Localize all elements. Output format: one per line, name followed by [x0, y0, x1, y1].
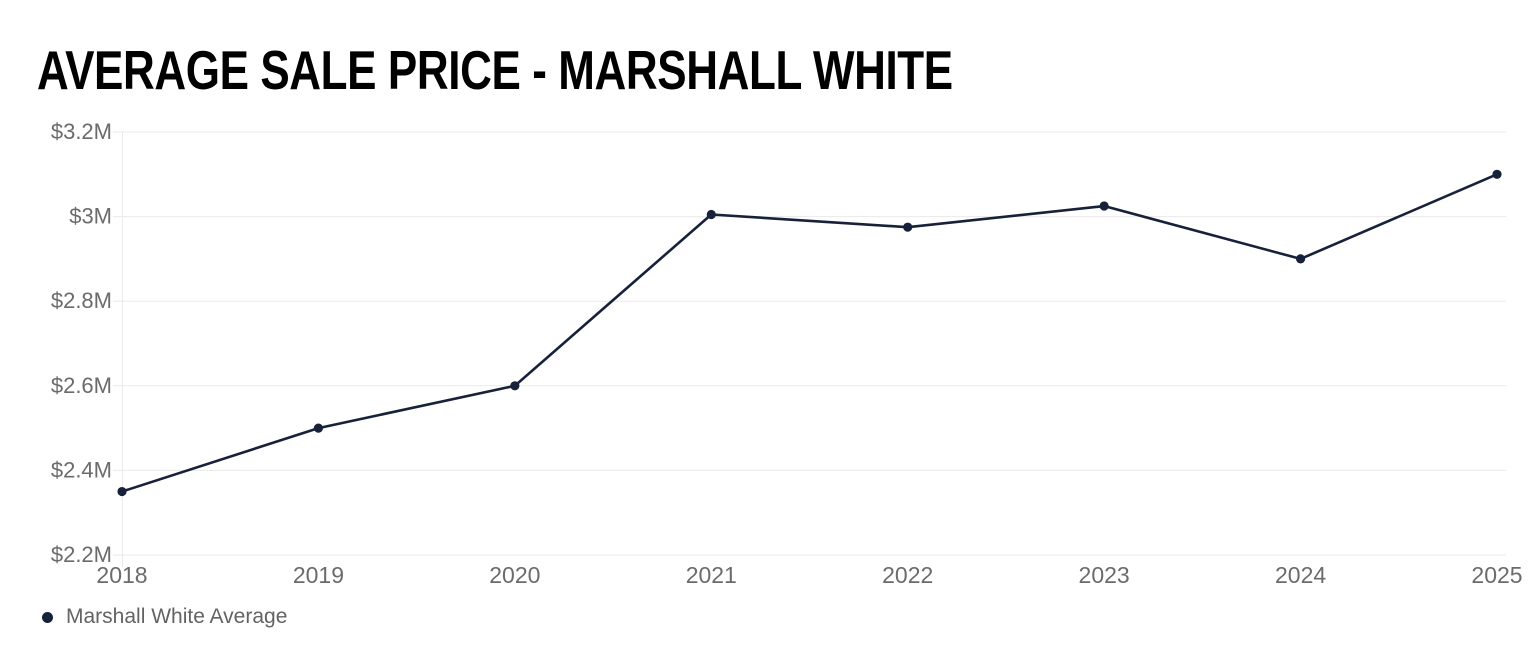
data-point — [706, 209, 716, 220]
x-axis-tick-label: 2022 — [882, 562, 933, 588]
legend-label: Marshall White Average — [66, 605, 288, 628]
x-axis-tick-label: 2020 — [489, 562, 540, 588]
legend: Marshall White Average — [42, 604, 287, 630]
x-axis-tick-label: 2023 — [1079, 562, 1130, 588]
y-axis-tick-label: $2.8M — [51, 288, 112, 313]
x-axis-tick-label: 2021 — [686, 562, 737, 588]
x-axis-tick-label: 2019 — [293, 562, 344, 588]
series-line — [120, 173, 1499, 493]
x-axis-tick-label: 2025 — [1471, 562, 1522, 588]
data-point — [1099, 201, 1109, 211]
x-axis-tick-label: 2024 — [1275, 562, 1326, 588]
data-point — [903, 222, 913, 232]
data-point — [1492, 169, 1502, 179]
data-point — [117, 486, 127, 497]
data-point — [1295, 254, 1306, 264]
y-axis-tick-label: $2.2M — [51, 542, 112, 567]
data-point — [313, 423, 324, 433]
y-axis-tick-label: $3M — [69, 204, 112, 229]
y-axis-tick-label: $2.6M — [51, 373, 112, 398]
x-axis-tick-label: 2018 — [96, 562, 147, 588]
y-axis-tick-label: $3.2M — [51, 119, 112, 144]
page-title: AVERAGE SALE PRICE - MARSHALL WHITE — [37, 39, 953, 101]
data-point — [510, 381, 520, 391]
y-axis-tick-label: $2.4M — [51, 457, 112, 482]
legend-dot-icon — [42, 611, 53, 623]
